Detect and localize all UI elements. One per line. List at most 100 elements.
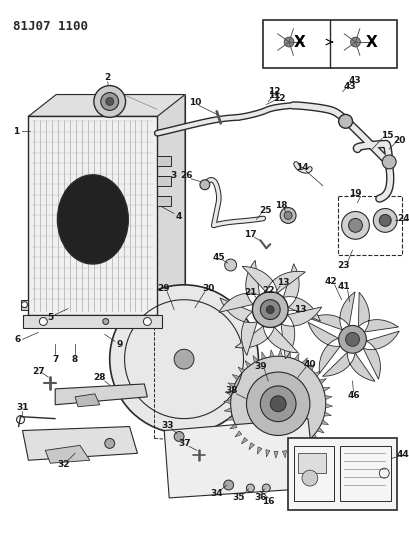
Polygon shape bbox=[321, 420, 328, 425]
Polygon shape bbox=[325, 404, 332, 408]
Text: 40: 40 bbox=[303, 360, 315, 369]
Polygon shape bbox=[301, 358, 307, 365]
Polygon shape bbox=[55, 384, 147, 405]
Polygon shape bbox=[298, 445, 303, 452]
Circle shape bbox=[266, 305, 274, 313]
Polygon shape bbox=[273, 451, 278, 458]
Ellipse shape bbox=[57, 175, 128, 264]
Polygon shape bbox=[22, 426, 137, 461]
Text: 2: 2 bbox=[104, 73, 110, 82]
Text: 10: 10 bbox=[188, 98, 201, 107]
Polygon shape bbox=[309, 292, 354, 330]
Polygon shape bbox=[164, 418, 315, 498]
Text: 36: 36 bbox=[254, 494, 266, 503]
Polygon shape bbox=[75, 394, 99, 407]
Polygon shape bbox=[248, 443, 254, 450]
Text: 81J07 1100: 81J07 1100 bbox=[13, 20, 88, 33]
Text: 15: 15 bbox=[380, 131, 393, 140]
Bar bbox=[288, 439, 396, 510]
Text: 23: 23 bbox=[337, 261, 349, 270]
Polygon shape bbox=[229, 424, 236, 429]
Circle shape bbox=[279, 207, 295, 223]
Circle shape bbox=[103, 319, 108, 325]
Polygon shape bbox=[286, 351, 290, 358]
Text: 46: 46 bbox=[346, 391, 359, 400]
Text: 28: 28 bbox=[93, 374, 106, 383]
Polygon shape bbox=[28, 94, 184, 116]
Circle shape bbox=[348, 219, 362, 232]
Circle shape bbox=[350, 37, 360, 47]
Circle shape bbox=[223, 480, 233, 490]
Polygon shape bbox=[252, 356, 257, 362]
Text: 41: 41 bbox=[337, 282, 349, 292]
Text: 31: 31 bbox=[16, 403, 29, 412]
Polygon shape bbox=[56, 94, 184, 293]
Polygon shape bbox=[317, 427, 324, 433]
Text: 42: 42 bbox=[324, 277, 336, 286]
Circle shape bbox=[381, 155, 395, 169]
Polygon shape bbox=[245, 360, 250, 367]
Polygon shape bbox=[314, 370, 321, 376]
Text: 9: 9 bbox=[116, 340, 123, 349]
Text: 45: 45 bbox=[212, 253, 225, 262]
Circle shape bbox=[174, 349, 193, 369]
Polygon shape bbox=[241, 438, 247, 444]
Polygon shape bbox=[324, 412, 330, 416]
Text: 13: 13 bbox=[276, 278, 289, 287]
Polygon shape bbox=[225, 391, 231, 395]
Polygon shape bbox=[223, 400, 230, 404]
Bar bbox=[263, 20, 396, 68]
Polygon shape bbox=[283, 264, 320, 321]
Polygon shape bbox=[261, 352, 265, 359]
Polygon shape bbox=[322, 352, 374, 381]
Text: 32: 32 bbox=[58, 460, 70, 469]
Text: 24: 24 bbox=[396, 214, 408, 223]
Circle shape bbox=[345, 333, 359, 346]
Text: 6: 6 bbox=[14, 335, 20, 344]
Polygon shape bbox=[238, 367, 244, 373]
Circle shape bbox=[143, 318, 151, 326]
Bar bbox=[297, 454, 325, 473]
Bar bbox=[293, 446, 333, 501]
Text: 27: 27 bbox=[32, 367, 45, 376]
Circle shape bbox=[301, 470, 317, 486]
Text: 14: 14 bbox=[295, 164, 308, 172]
Text: 20: 20 bbox=[392, 135, 405, 144]
Text: 8: 8 bbox=[72, 354, 78, 364]
Circle shape bbox=[224, 259, 236, 271]
Circle shape bbox=[200, 180, 209, 190]
Text: 34: 34 bbox=[210, 489, 222, 498]
Bar bbox=[339, 446, 390, 501]
Text: X: X bbox=[364, 35, 376, 50]
Polygon shape bbox=[257, 447, 261, 454]
Circle shape bbox=[246, 372, 309, 435]
Bar bbox=[157, 196, 171, 206]
Polygon shape bbox=[294, 353, 298, 361]
Text: 33: 33 bbox=[161, 421, 173, 430]
Text: 22: 22 bbox=[261, 286, 274, 295]
Bar bbox=[23, 314, 162, 328]
Circle shape bbox=[378, 214, 390, 227]
Polygon shape bbox=[319, 378, 326, 384]
Text: X: X bbox=[293, 35, 305, 50]
Text: 7: 7 bbox=[52, 354, 58, 364]
Polygon shape bbox=[357, 292, 398, 332]
Circle shape bbox=[106, 98, 113, 106]
Circle shape bbox=[39, 318, 47, 326]
Polygon shape bbox=[226, 416, 233, 420]
Polygon shape bbox=[362, 331, 398, 379]
Polygon shape bbox=[45, 446, 90, 463]
Polygon shape bbox=[311, 434, 318, 441]
Polygon shape bbox=[218, 260, 259, 312]
Bar bbox=[157, 156, 171, 166]
Circle shape bbox=[338, 326, 366, 353]
Text: 43: 43 bbox=[347, 76, 360, 85]
Bar bbox=[337, 196, 401, 255]
Polygon shape bbox=[242, 266, 305, 293]
Polygon shape bbox=[324, 395, 331, 400]
Polygon shape bbox=[280, 307, 321, 359]
Polygon shape bbox=[227, 383, 234, 387]
Text: 29: 29 bbox=[157, 284, 169, 293]
Text: 5: 5 bbox=[47, 313, 53, 322]
Circle shape bbox=[105, 439, 115, 448]
